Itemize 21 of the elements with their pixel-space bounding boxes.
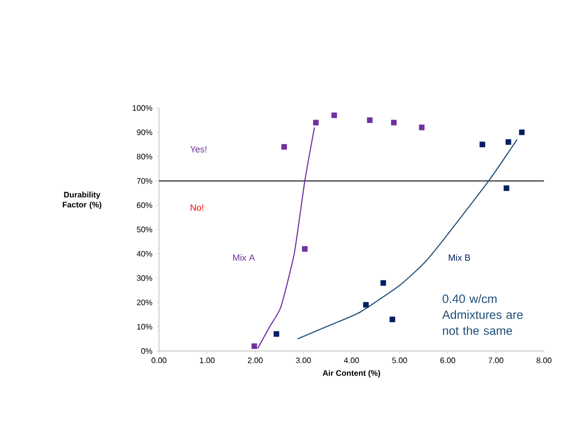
point xyxy=(331,112,337,118)
point xyxy=(251,343,258,349)
point xyxy=(366,117,373,123)
point xyxy=(302,246,308,252)
point xyxy=(504,185,510,191)
point xyxy=(363,302,369,308)
point xyxy=(519,130,525,136)
point xyxy=(390,316,396,322)
annotation: Yes! xyxy=(190,146,206,152)
point xyxy=(380,280,386,286)
annotation: No! xyxy=(190,204,204,211)
text: Mix B xyxy=(448,254,470,261)
point xyxy=(480,142,486,148)
point xyxy=(313,120,319,126)
point xyxy=(391,120,397,126)
point xyxy=(281,144,287,150)
point xyxy=(418,124,425,130)
text: Mix A xyxy=(233,254,255,261)
point xyxy=(274,331,280,337)
annotation: 0.40 w/cm Admixtures are not the same xyxy=(442,294,523,335)
point xyxy=(506,139,512,145)
